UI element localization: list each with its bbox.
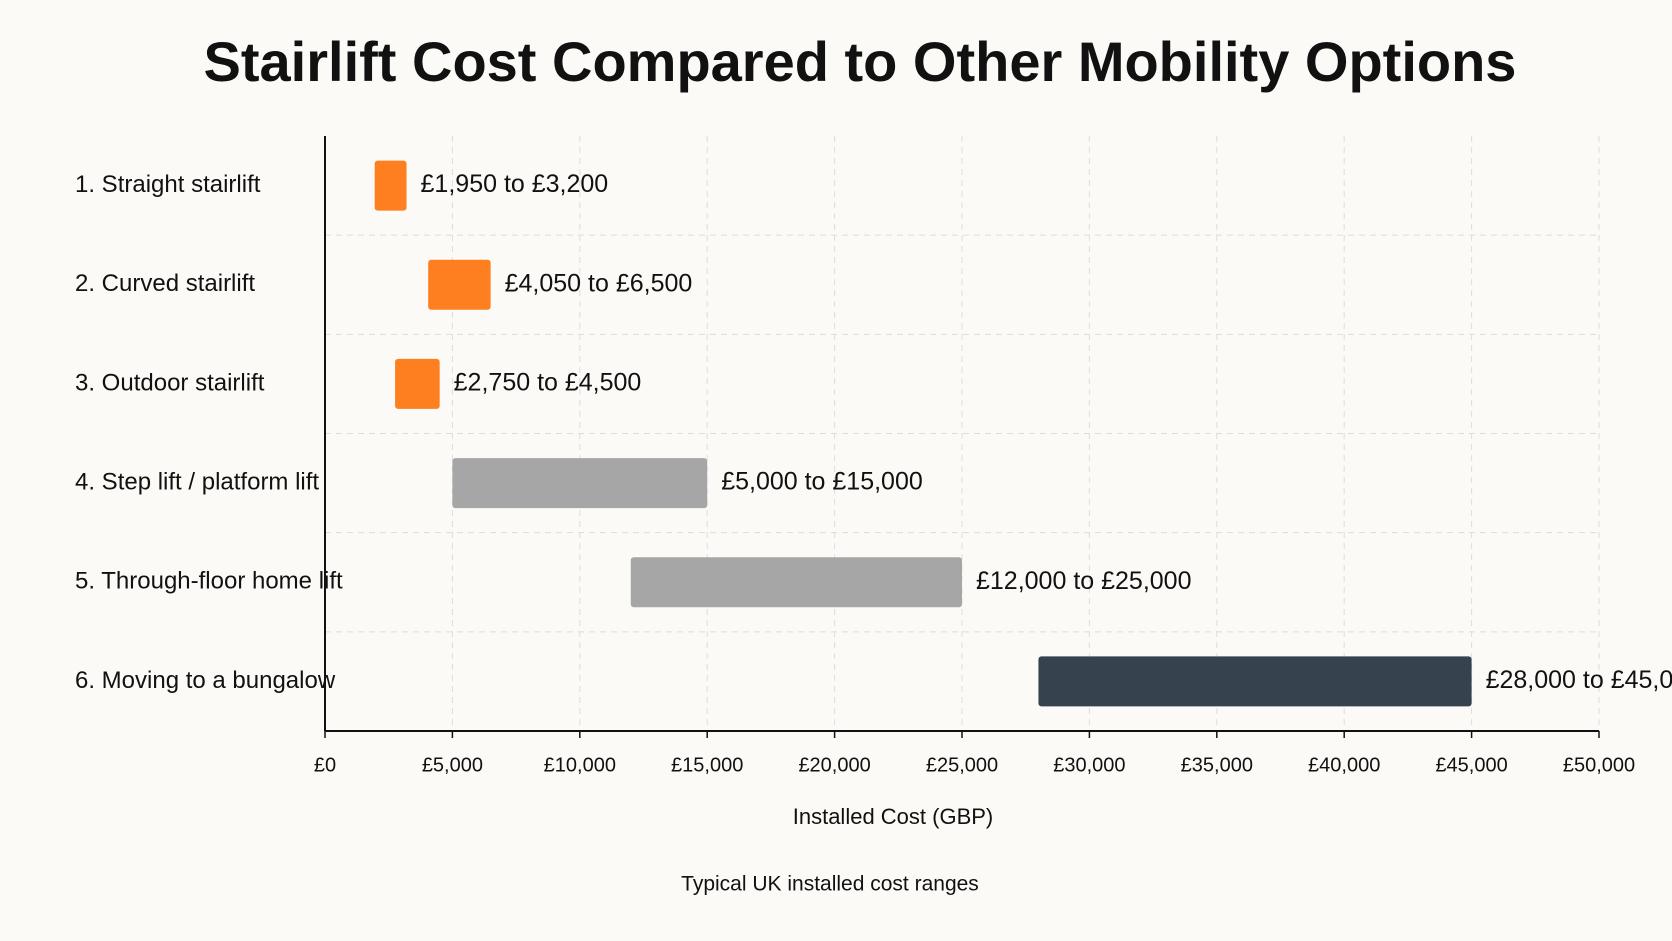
y-tick-label: 6. Moving to a bungalow xyxy=(75,667,336,694)
data-label: £4,050 to £6,500 xyxy=(505,269,693,297)
bar xyxy=(452,458,708,509)
caption: Typical UK installed cost ranges xyxy=(681,873,979,896)
x-tick-label: £15,000 xyxy=(671,754,743,776)
y-tick-label: 3. Outdoor stairlift xyxy=(75,369,265,396)
x-tick-label: £10,000 xyxy=(544,754,616,776)
y-tick-label: 4. Step lift / platform lift xyxy=(75,468,319,495)
x-tick-label: £0 xyxy=(314,754,336,776)
data-label: £28,000 to £45,000 xyxy=(1486,666,1672,694)
y-tick-label: 2. Curved stairlift xyxy=(75,270,255,297)
y-tick-label: 1. Straight stairlift xyxy=(75,171,261,198)
x-tick-label: £50,000 xyxy=(1563,754,1635,776)
y-tick-label: 5. Through-floor home lift xyxy=(75,568,343,595)
x-tick-label: £35,000 xyxy=(1181,754,1253,776)
data-label: £1,950 to £3,200 xyxy=(421,170,609,198)
bar xyxy=(374,160,407,211)
bar xyxy=(428,259,491,310)
x-tick-label: £25,000 xyxy=(926,754,998,776)
x-tick-label: £5,000 xyxy=(422,754,483,776)
x-tick-label: £30,000 xyxy=(1053,754,1125,776)
data-label: £2,750 to £4,500 xyxy=(454,369,642,397)
bar xyxy=(395,358,440,409)
data-label: £5,000 to £15,000 xyxy=(721,468,923,496)
data-label: £12,000 to £25,000 xyxy=(976,567,1191,595)
x-tick-label: £20,000 xyxy=(798,754,870,776)
bar xyxy=(630,557,962,608)
x-tick-label: £45,000 xyxy=(1435,754,1507,776)
chart-title: Stairlift Cost Compared to Other Mobilit… xyxy=(204,30,1517,93)
bar xyxy=(1038,656,1472,707)
x-tick-label: £40,000 xyxy=(1308,754,1380,776)
x-axis-label: Installed Cost (GBP) xyxy=(793,804,994,829)
